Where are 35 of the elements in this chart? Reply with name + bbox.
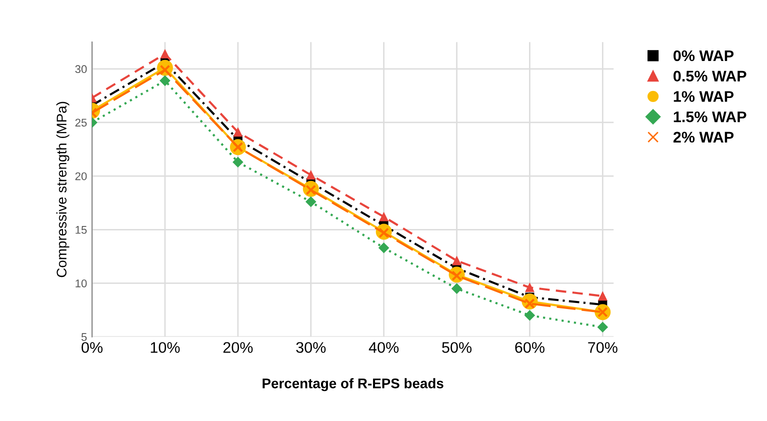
x-tick-label: 10%: [150, 342, 180, 353]
y-tick-label: 15: [76, 226, 87, 234]
y-tick-label: 5: [81, 333, 87, 341]
point: [160, 75, 170, 86]
point: [306, 196, 316, 208]
point: [597, 322, 608, 332]
y-tick-label: 20: [75, 172, 87, 180]
point: [160, 49, 170, 58]
legend-label: 0.5% WAP: [674, 70, 746, 82]
y-tick-label: 10: [76, 279, 87, 288]
x-axis-title: Percentage of R-EPS beads: [262, 378, 444, 392]
y-axis-title: Compressive strength (MPa): [56, 102, 70, 278]
legend-label: 0% WAP: [674, 50, 734, 62]
legend-label: 1% WAP: [674, 91, 734, 102]
point: [379, 212, 388, 222]
point: [233, 128, 242, 137]
point: [452, 283, 462, 294]
x-tick-label: 60%: [515, 342, 544, 353]
point: [524, 310, 535, 321]
x-tick-label: 50%: [442, 342, 472, 353]
x-tick-label: 70%: [588, 342, 618, 353]
x-tick-label: 0%: [82, 342, 103, 353]
point: [452, 256, 462, 266]
point: [598, 292, 608, 301]
legend-label: 2% WAP: [673, 132, 734, 143]
legend-label: 1.5% WAP: [674, 111, 746, 122]
x-tick-label: 30%: [296, 342, 326, 353]
x-tick-label: 40%: [368, 342, 399, 353]
point: [232, 156, 244, 168]
point: [525, 282, 534, 292]
y-tick-label: 25: [75, 118, 87, 127]
y-tick-label: 30: [75, 65, 87, 74]
point: [306, 170, 316, 180]
x-tick-label: 20%: [223, 342, 253, 353]
point: [378, 242, 390, 254]
